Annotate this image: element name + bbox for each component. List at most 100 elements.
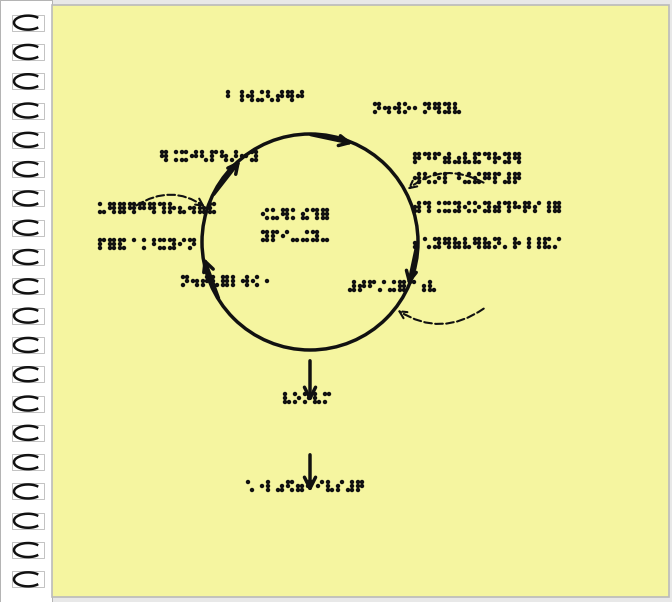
Circle shape [306,208,308,211]
Circle shape [208,211,212,214]
Circle shape [290,488,294,491]
Circle shape [138,202,142,205]
Circle shape [538,202,540,205]
Bar [12,73,44,89]
Circle shape [261,238,265,241]
Circle shape [290,99,294,102]
Circle shape [427,157,431,160]
Circle shape [487,157,491,160]
Circle shape [427,181,431,184]
Circle shape [534,209,536,213]
Circle shape [507,176,511,179]
Circle shape [159,202,161,205]
Circle shape [417,181,421,184]
Circle shape [513,205,517,208]
Circle shape [437,102,441,105]
Circle shape [118,238,122,241]
Circle shape [302,217,304,220]
Circle shape [179,243,181,246]
Circle shape [108,206,112,209]
Circle shape [528,205,530,208]
Circle shape [483,152,487,155]
Circle shape [528,241,530,244]
Circle shape [497,238,501,241]
Bar [12,44,44,60]
Circle shape [454,111,456,114]
Circle shape [267,480,269,483]
Circle shape [271,235,274,238]
Circle shape [118,246,122,249]
Circle shape [312,231,314,234]
Circle shape [265,208,269,211]
Circle shape [423,285,425,288]
Circle shape [194,150,198,154]
Circle shape [403,288,405,291]
Circle shape [507,209,511,213]
Circle shape [398,285,401,288]
Circle shape [245,284,249,287]
Circle shape [310,480,314,483]
Circle shape [99,243,101,246]
Circle shape [417,205,421,208]
Circle shape [444,238,446,241]
Circle shape [534,205,536,208]
Circle shape [247,480,249,483]
Circle shape [118,206,122,209]
Circle shape [245,279,249,282]
Circle shape [169,211,171,214]
Circle shape [483,209,487,213]
Bar [12,190,44,206]
Circle shape [312,238,314,241]
Circle shape [487,205,491,208]
Circle shape [251,90,253,93]
Circle shape [210,150,214,154]
Circle shape [388,111,390,114]
Circle shape [251,488,253,491]
Circle shape [513,238,517,241]
Circle shape [413,161,417,164]
Circle shape [153,243,155,246]
Circle shape [325,213,329,216]
Circle shape [122,238,126,241]
Circle shape [528,246,530,249]
Circle shape [153,238,155,241]
Circle shape [304,393,306,396]
Circle shape [507,161,511,164]
Circle shape [357,485,360,488]
Circle shape [204,158,208,161]
Circle shape [413,157,417,160]
Circle shape [548,238,550,241]
Circle shape [224,158,228,161]
Circle shape [112,202,116,205]
Circle shape [458,205,460,208]
Circle shape [468,181,470,184]
Circle shape [241,155,243,158]
Circle shape [497,241,501,244]
Circle shape [493,176,497,179]
Circle shape [458,209,460,213]
Circle shape [153,206,155,209]
Circle shape [433,102,437,105]
Circle shape [298,397,300,400]
Circle shape [300,488,304,491]
Bar [12,337,44,353]
Circle shape [99,202,101,205]
Circle shape [165,158,167,161]
Circle shape [357,488,360,491]
Bar [12,308,44,324]
Circle shape [392,288,396,291]
Circle shape [280,90,284,93]
Circle shape [444,176,446,179]
Circle shape [222,276,224,279]
Circle shape [255,158,257,161]
Circle shape [483,238,487,241]
Circle shape [517,173,521,176]
Circle shape [538,246,540,249]
Circle shape [196,284,198,287]
Circle shape [192,206,196,209]
Circle shape [317,400,321,403]
Circle shape [544,246,546,249]
Circle shape [523,202,526,205]
Circle shape [288,400,290,403]
Circle shape [314,397,317,400]
